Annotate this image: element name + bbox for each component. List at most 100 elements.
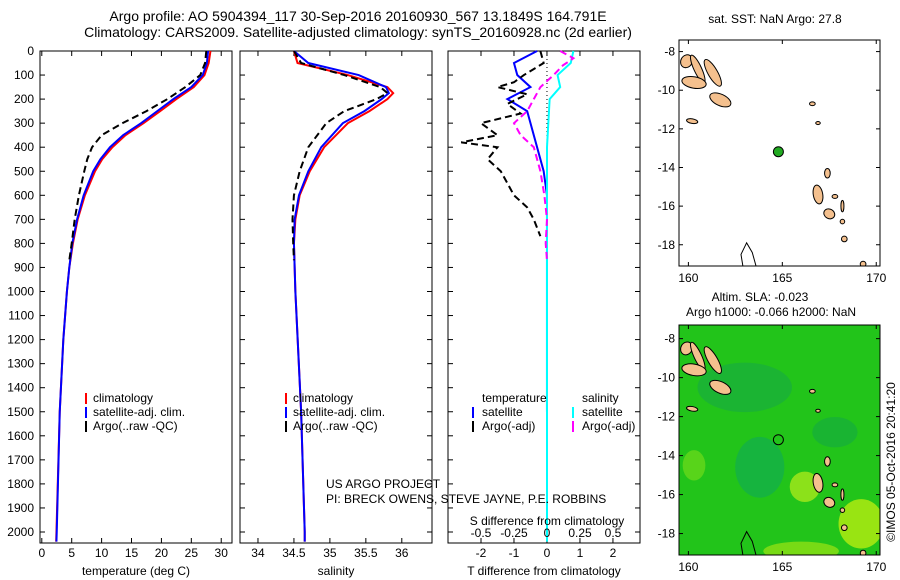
x2-tick-label: -0.25 [500,526,528,540]
legend-swatch [85,421,87,432]
island [812,472,824,493]
y-tick-label: -18 [658,238,676,252]
y-tick-label: -8 [664,332,675,346]
plot-frame [239,50,433,544]
series-line-climatology [292,50,395,542]
sla-anomaly-patch [682,450,706,481]
x-axis-label: T difference from climatology [467,564,621,578]
series-line-climatology [55,50,212,542]
legend-swatch [285,421,287,432]
x-axis-label: salinity [318,564,355,578]
y-tick-label: 400 [14,140,34,154]
y-tick-label: -10 [658,371,676,385]
sst_map: 160 165 170 -8 -10 -12 -14 -16 -18 sat. SST: NaN … [658,12,887,285]
y-tick-label: 1500 [7,405,34,419]
y-tick-label: -14 [658,449,676,463]
x-tick-label: 165 [772,271,792,285]
y-tick-label: 800 [14,236,34,250]
island [840,488,845,501]
x-tick-label: 30 [215,546,229,560]
bathymetry-contour [740,530,757,555]
island [681,363,707,377]
plot-frame [39,50,233,544]
x-tick-label: 25 [185,546,199,560]
x2-axis-label: S difference from climatology [470,514,625,528]
island [709,379,732,395]
island [824,168,831,179]
map-frame [678,324,881,556]
credit-project: US ARGO PROJECT [326,477,441,491]
legend-label: Argo(..raw -QC) [293,419,378,433]
x-tick-label: 160 [678,271,698,285]
x-tick-label: 36 [395,546,409,560]
x-tick-label: 170 [866,271,886,285]
series-line-sargoadj [512,50,576,261]
island [815,121,821,126]
island [815,408,821,413]
sla-anomaly-patch [812,417,858,448]
map-frame [678,39,881,267]
x-tick-label: 5 [68,546,75,560]
legend-label: Argo(..raw -QC) [93,419,178,433]
x-tick-label: 2 [610,546,617,560]
map-title: sat. SST: NaN Argo: 27.8 [708,12,842,26]
y-tick-label: 1600 [7,429,34,443]
island [831,194,839,199]
island [703,346,722,374]
y-tick-label: -12 [658,410,676,424]
legend-label: Argo(-adj) [482,419,535,433]
legend-swatch [472,407,474,418]
y-tick-label: -16 [658,488,676,502]
y-tick-label: 1300 [7,357,34,371]
x-tick-label: 170 [866,560,886,574]
y-tick-label: 600 [14,188,34,202]
map-area [679,325,880,555]
sla-anomaly-patch [838,499,880,549]
y-tick-label: -12 [658,122,676,136]
x-tick-label: -1 [509,546,520,560]
y-tick-label: 1200 [7,333,34,347]
plot-frame [447,50,641,544]
x-tick-label: 15 [125,546,139,560]
legend-swatch [85,407,87,418]
y-tick-label: 1700 [7,453,34,467]
legend-swatch [572,407,574,418]
island [703,58,722,87]
island [709,92,732,108]
island [812,184,824,205]
legend-label: Argo(-adj) [582,419,635,433]
series-line-satelliteadjclim [55,50,210,542]
x2-tick-label: 0.5 [605,526,622,540]
difference-panel: -2 -1 0 1 2 T difference from climatology -0.5… [447,50,641,578]
y-tick-label: 700 [14,212,34,226]
credit-pi: PI: BRECK OWENS, STEVE JAYNE, P.E. ROBBI… [326,492,606,506]
temperature-panel: 0 5 10 15 20 25 300100200300400500600700800900… [7,44,233,578]
x-tick-label: 165 [772,560,792,574]
y-tick-label: 200 [14,92,34,106]
map-subtitle: Argo h1000: -0.066 h2000: NaN [686,305,856,319]
x-axis-label: temperature (deg C) [82,564,190,578]
x-tick-label: 160 [678,560,698,574]
y-tick-label: 100 [14,68,34,82]
x2-tick-label: -0.5 [471,526,492,540]
legend-title: salinity [582,391,619,405]
argo-float-marker [772,146,784,158]
salinity-panel: 34 34.5 35 35.5 36 salinity climatologysatelli… [239,50,433,578]
y-tick-label: 500 [14,164,34,178]
y-tick-label: 900 [14,260,34,274]
legend-label: climatology [93,391,153,405]
island [681,75,707,90]
y-tick-label: 2000 [7,525,34,539]
legend-swatch [85,393,87,404]
sla-anomaly-patch [697,362,792,413]
title-line-2: Climatology: CARS2009. Satellite-adjuste… [84,24,632,40]
series-line-targoadj [461,50,545,237]
sla-anomaly-patch [763,541,839,555]
y-tick-label: -16 [658,199,676,213]
x2-tick-label: 0 [544,526,551,540]
imos-timestamp: ©IMOS 05-Oct-2016 20:41:20 [884,382,898,542]
x2-tick-label: 0.25 [568,526,592,540]
sla-anomaly-patch [789,471,820,502]
series-line-tsatellite [505,50,548,412]
